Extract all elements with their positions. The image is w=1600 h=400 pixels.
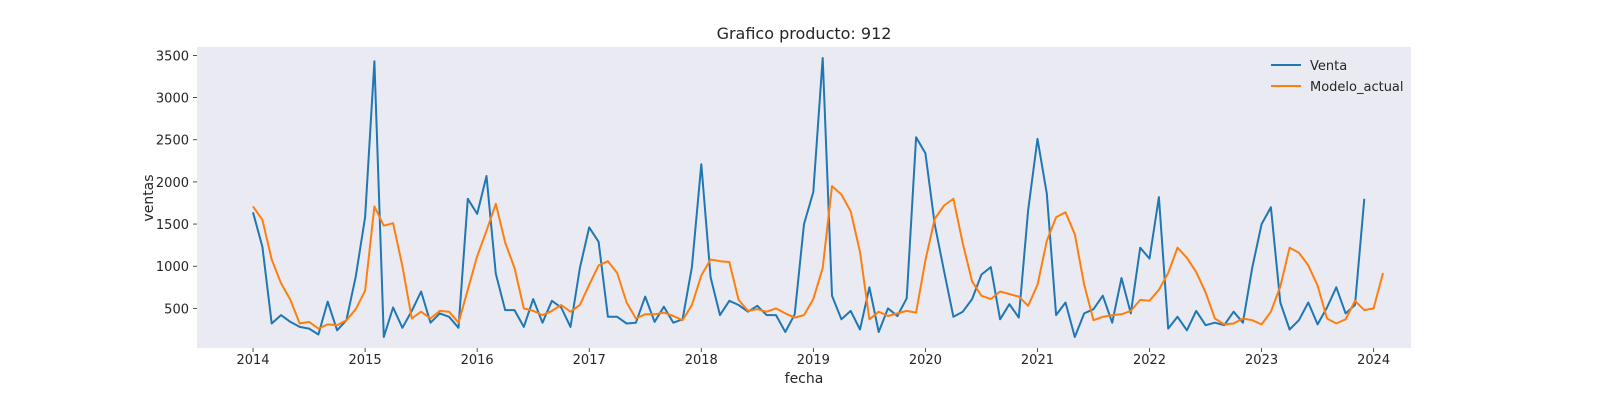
series-lines: [252, 57, 1384, 338]
plot-background: [197, 47, 1411, 348]
y-tick-label: 2000: [156, 176, 189, 191]
y-tick-label: 3500: [156, 49, 189, 64]
legend-label-venta: Venta: [1310, 59, 1347, 74]
x-axis-title: fecha: [785, 371, 824, 387]
x-tick-label: 2015: [349, 353, 382, 368]
x-tick-label: 2023: [1245, 353, 1278, 368]
x-tick-label: 2017: [573, 353, 606, 368]
x-tick-label: 2014: [236, 353, 269, 368]
y-axis: 500 1000 1500 2000 2500 3000 3500: [156, 49, 197, 317]
x-tick-label: 2020: [909, 353, 942, 368]
x-tick-label: 2019: [797, 353, 830, 368]
y-tick-label: 2500: [156, 134, 189, 149]
y-tick-label: 1500: [156, 218, 189, 233]
y-tick-label: 1000: [156, 260, 189, 275]
x-tick-label: 2024: [1357, 353, 1390, 368]
legend-label-modelo-actual: Modelo_actual: [1310, 80, 1404, 95]
chart-title: Grafico producto: 912: [717, 24, 892, 43]
y-axis-title: ventas: [141, 174, 157, 221]
x-tick-label: 2018: [685, 353, 718, 368]
y-tick-label: 3000: [156, 92, 189, 107]
legend: Venta Modelo_actual: [1271, 59, 1404, 95]
x-tick-label: 2022: [1133, 353, 1166, 368]
x-axis: 2014 2015 2016 2017 2018 2019 2020 2021 2022 2023…: [236, 348, 1390, 368]
x-tick-label: 2021: [1021, 353, 1054, 368]
series-line-modelo-actual: [252, 185, 1384, 330]
x-tick-label: 2016: [461, 353, 494, 368]
series-line-venta: [252, 57, 1366, 338]
y-tick-label: 500: [164, 302, 189, 317]
